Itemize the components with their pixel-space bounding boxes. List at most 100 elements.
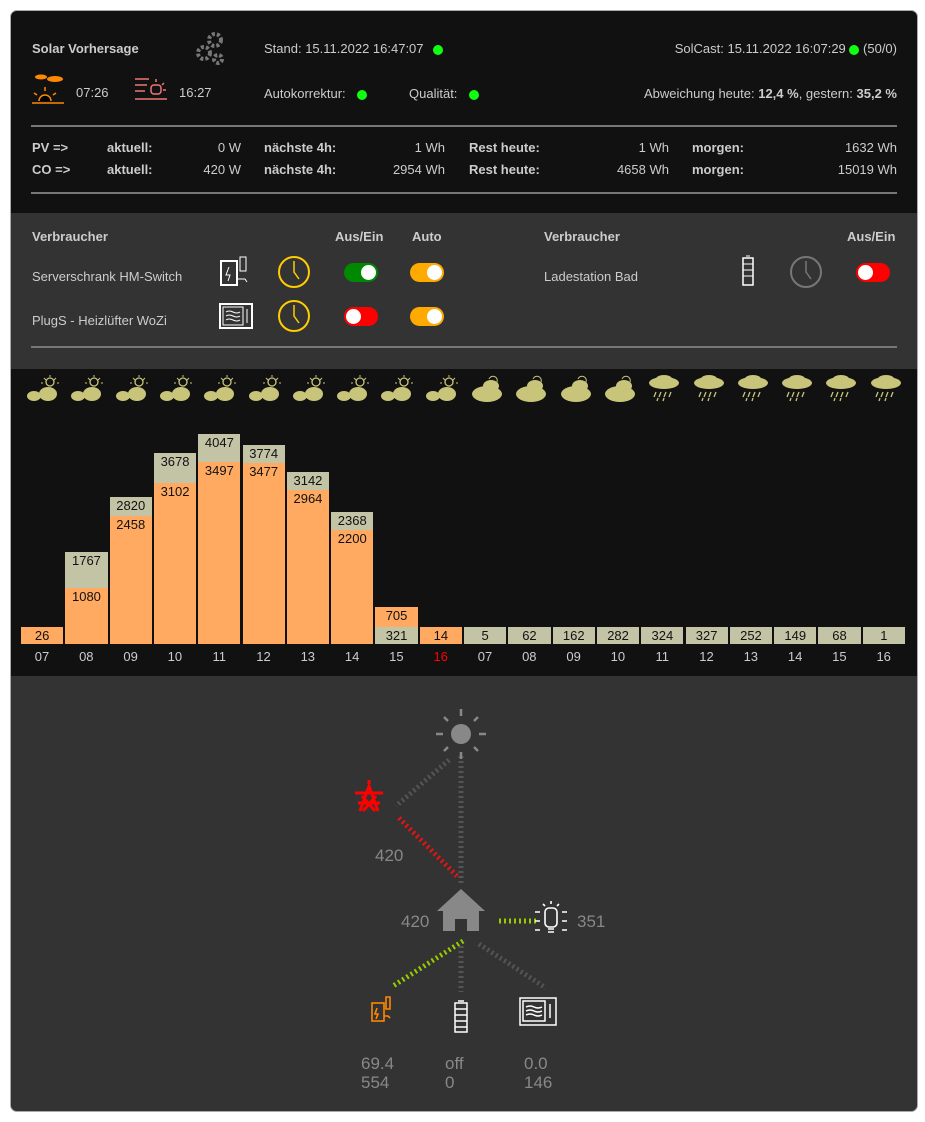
microwave-icon: [219, 303, 253, 329]
bar-label-forecast: 1767: [71, 553, 101, 569]
bar-label-actual: 1080: [71, 588, 101, 604]
clock-icon[interactable]: [277, 255, 311, 289]
x-tick-label: 09: [123, 649, 138, 664]
settings-gears-icon[interactable]: [194, 31, 228, 67]
bar-label-forecast: 1: [880, 628, 888, 643]
power-pylon-icon: [355, 780, 383, 812]
grid-value: 420: [375, 846, 404, 865]
col-onoff: Aus/Ein: [335, 229, 384, 244]
weather-partly-cloudy-icon: [27, 375, 59, 401]
auto-toggle[interactable]: [410, 307, 444, 326]
bar-forecast: [464, 627, 507, 644]
bar-label-actual: 3102: [160, 483, 190, 499]
weather-partly-cloudy-icon: [292, 375, 325, 401]
bar-actual: [198, 462, 241, 644]
qualitaet-dot: [469, 89, 480, 100]
abweichung: Abweichung heute: 12,4 %, gestern: 35,2 …: [644, 86, 897, 101]
sun-icon: [436, 709, 486, 759]
weather-partly-cloudy-icon: [425, 375, 458, 401]
header-section: Solar Vorhersage Stand: 15.11.2022 16:47…: [11, 11, 917, 213]
bar-label-forecast: 3142: [293, 472, 323, 488]
consumer-name: Ladestation Bad: [544, 269, 638, 284]
bar-label-forecast: 324: [651, 628, 674, 643]
bar-label-actual: 3477: [249, 464, 279, 480]
bar-forecast: [685, 626, 728, 644]
house-icon: [437, 889, 485, 931]
weather-cloudy-icon: [472, 375, 502, 402]
house-value: 420: [401, 912, 430, 931]
x-tick-label: 08: [79, 649, 94, 664]
x-tick-label: 13: [300, 649, 316, 664]
weather-partly-cloudy-icon: [115, 375, 148, 401]
aktuell-label: aktuell:: [107, 162, 153, 177]
x-tick-label: 15: [389, 649, 404, 664]
weather-cloudy-icon: [560, 375, 591, 402]
weather-partly-cloudy-icon: [71, 375, 104, 401]
weather-rain-icon: [649, 375, 680, 402]
bar-forecast: [729, 627, 773, 644]
bar-label-forecast: 4047: [204, 434, 234, 450]
x-tick-label: 16: [433, 649, 448, 664]
bar-label-forecast: 5: [481, 628, 489, 643]
bar-forecast: [774, 627, 817, 644]
morgen-label: morgen:: [692, 140, 744, 155]
solcast-status-dot: [849, 44, 860, 55]
summary-label: PV =>: [32, 140, 69, 155]
bar-forecast: [596, 627, 640, 644]
consumers-section: Verbraucher Aus/Ein Auto Verbraucher Aus/…: [11, 213, 917, 369]
bar-label-forecast: 327: [695, 627, 718, 643]
bar-label-actual: 3497: [204, 463, 234, 479]
weather-partly-cloudy-icon: [337, 375, 370, 401]
x-tick-label: 10: [610, 649, 626, 664]
x-tick-label: 10: [167, 649, 183, 664]
bar-label-forecast: 162: [562, 628, 585, 643]
summary-label: CO =>: [32, 162, 71, 177]
x-tick-label: 11: [212, 649, 226, 664]
auto-toggle[interactable]: [410, 263, 444, 282]
clock-icon[interactable]: [277, 299, 311, 333]
weather-rain-icon: [870, 375, 901, 402]
heater-values: 0.0 146: [524, 1054, 553, 1092]
bar-forecast: [552, 627, 595, 644]
weather-partly-cloudy-icon: [204, 375, 237, 401]
forecast-chart: 26 07 1767 1080 08 2820 2458 09 3678 3102 10 404…: [11, 369, 917, 676]
clock-icon[interactable]: [789, 255, 823, 289]
rest-value: 4658 Wh: [616, 162, 669, 177]
stand-timestamp: Stand: 15.11.2022 16:47:07: [264, 41, 424, 56]
col-verbraucher: Verbraucher: [544, 229, 620, 244]
bar-forecast: [862, 627, 905, 644]
x-tick-label: 13: [743, 649, 759, 664]
light-value: 351: [577, 912, 606, 931]
bar-label-forecast: 2368: [337, 512, 367, 528]
on-off-toggle[interactable]: [344, 307, 378, 326]
bar-actual: [65, 587, 108, 644]
bar-label-forecast: 68: [832, 628, 847, 643]
on-off-toggle[interactable]: [344, 263, 378, 282]
next4h-value: 1 Wh: [414, 140, 445, 155]
qualitaet-label: Qualität:: [409, 86, 458, 101]
on-off-toggle[interactable]: [856, 263, 890, 282]
bar-label-actual: 14: [433, 628, 449, 643]
divider: [31, 125, 897, 127]
sunset-time: 16:27: [179, 85, 212, 100]
sunset-icon: [135, 78, 167, 100]
microwave-icon: [519, 997, 557, 1026]
col-verbraucher: Verbraucher: [32, 229, 108, 244]
charging-station-icon: [220, 256, 248, 286]
weather-cloudy-icon: [604, 375, 635, 402]
flow-line-house-charger: [391, 938, 465, 989]
bar-label-forecast: 321: [385, 628, 408, 643]
morgen-value: 1632 Wh: [844, 140, 897, 155]
bar-label-actual: 2964: [293, 490, 323, 506]
bar-actual: [331, 529, 374, 644]
rest-label: Rest heute:: [469, 140, 540, 155]
light-bulb-icon: [535, 901, 567, 933]
next4h-label: nächste 4h:: [264, 162, 337, 177]
rest-label: Rest heute:: [469, 162, 540, 177]
weather-rain-icon: [782, 375, 813, 402]
col-onoff: Aus/Ein: [847, 229, 896, 244]
bar-label-actual: 705: [385, 608, 408, 624]
battery-icon: [742, 255, 754, 286]
x-tick-label: 08: [522, 649, 537, 664]
aktuell-label: aktuell:: [107, 140, 153, 155]
